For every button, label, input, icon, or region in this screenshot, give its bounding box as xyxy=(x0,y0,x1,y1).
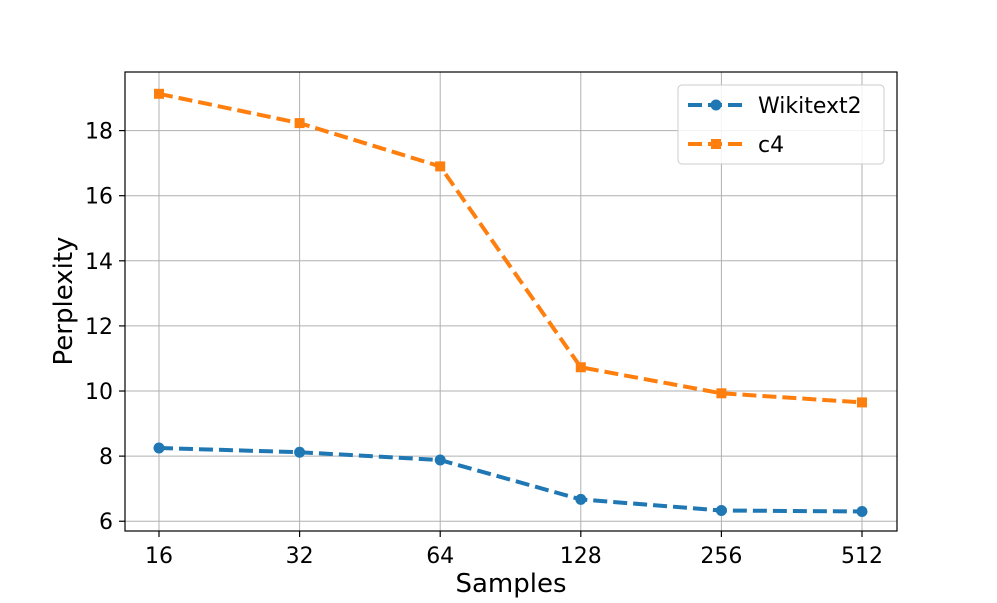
data-point-wikitext2 xyxy=(434,454,446,466)
data-point-c4 xyxy=(857,397,867,408)
plot-area-frame xyxy=(124,71,898,532)
data-point-wikitext2 xyxy=(856,505,868,517)
legend-label-wikitext2: Wikitext2 xyxy=(758,94,862,119)
series-line-wikitext2 xyxy=(158,445,863,514)
data-point-wikitext2 xyxy=(294,446,306,458)
series-group xyxy=(153,88,868,517)
y-tick-label: 14 xyxy=(85,250,113,275)
data-point-wikitext2 xyxy=(575,493,587,505)
x-tick-label: 16 xyxy=(145,544,173,569)
x-tick-label: 256 xyxy=(700,544,742,569)
y-tick-label: 8 xyxy=(99,445,113,470)
data-point-c4 xyxy=(154,88,164,99)
data-point-c4 xyxy=(716,388,727,399)
legend-marker-wikitext2 xyxy=(710,99,722,111)
data-point-wikitext2 xyxy=(715,504,727,516)
y-tick-label: 12 xyxy=(85,315,113,340)
x-tick-label: 128 xyxy=(560,544,602,569)
data-point-c4 xyxy=(294,118,305,129)
x-tick-label: 32 xyxy=(286,544,314,569)
y-tick-label: 18 xyxy=(85,120,113,145)
series-line-c4 xyxy=(158,91,863,405)
data-point-wikitext2 xyxy=(153,442,165,454)
x-tick-label: 64 xyxy=(426,544,454,569)
x-axis-label: Samples xyxy=(455,569,566,598)
data-point-c4 xyxy=(575,362,586,373)
data-point-c4 xyxy=(435,161,446,172)
y-tick-label: 16 xyxy=(85,185,113,210)
x-tick-label: 512 xyxy=(841,544,883,569)
legend: Wikitext2 c4 xyxy=(677,84,885,165)
ticks: 16 32 64 128 256 512 6 8 10 12 14 16 18 xyxy=(85,120,883,569)
y-tick-label: 10 xyxy=(85,380,113,405)
y-tick-label: 6 xyxy=(99,510,113,535)
legend-label-c4: c4 xyxy=(758,133,784,158)
legend-marker-c4 xyxy=(711,139,721,149)
y-axis-label: Perplexity xyxy=(49,237,79,366)
